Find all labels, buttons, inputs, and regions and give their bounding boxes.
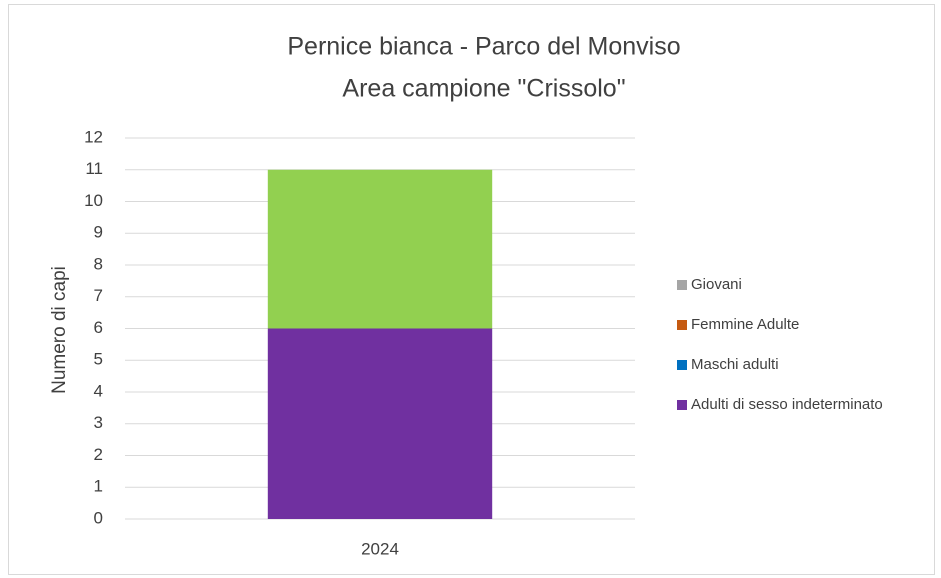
y-tick-label: 6 [94, 318, 103, 337]
y-tick-label: 1 [94, 477, 103, 496]
y-tick-label: 7 [94, 286, 103, 305]
y-tick-label: 9 [94, 223, 103, 242]
y-tick-label: 11 [85, 159, 103, 178]
x-tick-label: 2024 [361, 539, 399, 558]
legend-label: Giovani [691, 276, 742, 293]
chart-title: Pernice bianca - Parco del Monviso [287, 33, 680, 61]
legend-swatch [677, 360, 687, 370]
y-axis-label: Numero di capi [49, 266, 70, 394]
y-tick-label: 10 [84, 191, 103, 210]
bar-segment [267, 328, 493, 519]
legend-label: Adulti di sesso indeterminato [691, 396, 883, 413]
y-tick-label: 0 [94, 508, 103, 527]
legend-label: Maschi adulti [691, 356, 779, 373]
legend-label: Femmine Adulte [691, 316, 799, 333]
y-tick-label: 4 [94, 381, 103, 400]
legend-swatch [677, 320, 687, 330]
y-tick-label: 8 [94, 254, 103, 273]
bar-segment [267, 169, 493, 329]
legend-swatch [677, 400, 687, 410]
y-tick-label: 3 [94, 413, 103, 432]
y-tick-label: 5 [94, 350, 103, 369]
chart-subtitle: Area campione "Crissolo" [342, 75, 625, 103]
y-tick-label: 12 [84, 127, 103, 146]
legend-swatch [677, 280, 687, 290]
y-tick-label: 2 [94, 445, 103, 464]
